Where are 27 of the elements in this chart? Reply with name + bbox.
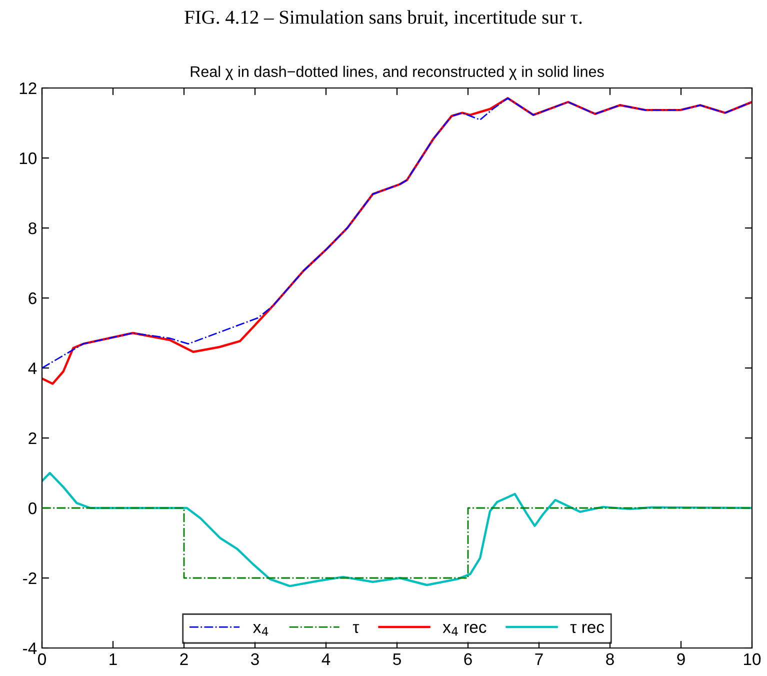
chart-title: FIG. 4.12 – Simulation sans bruit, incertitude sur τ. — [184, 10, 582, 27]
x-tick-label: 7 — [535, 653, 543, 665]
legend-label: τ rec — [570, 624, 604, 634]
x-tick-label: 9 — [677, 653, 685, 666]
line-series — [42, 472, 752, 588]
chart-subtitle: Real χ in dash−dotted lines, and reconstructed χ in solid lines — [190, 66, 604, 80]
x-tick-label: 6 — [464, 653, 472, 666]
x-tick-label: 8 — [606, 653, 614, 666]
x-tick-label: 0 — [38, 653, 46, 666]
x-tick-label: 2 — [180, 653, 188, 665]
y-tick-label: 10 — [20, 152, 36, 164]
legend-label: x$_{4}$ — [253, 624, 268, 636]
legend-label: τ — [352, 624, 360, 634]
x-tick-label: 4 — [322, 653, 330, 665]
x-tick-label: 10 — [744, 653, 761, 666]
legend-label: x$_{4}$ rec — [442, 624, 486, 636]
y-tick-label: 4 — [28, 362, 37, 374]
x-tick-label: 3 — [251, 653, 259, 666]
y-tick-label: 12 — [20, 82, 36, 94]
y-tick-label: 2 — [28, 432, 36, 444]
x-tick-label: 5 — [393, 653, 401, 666]
x-tick-label: 1 — [110, 653, 117, 665]
y-tick-label: -2 — [23, 572, 36, 584]
y-tick-label: 8 — [28, 222, 36, 234]
y-tick-label: 6 — [28, 292, 36, 304]
y-tick-label: 0 — [28, 502, 36, 514]
y-tick-label: -4 — [23, 642, 37, 654]
